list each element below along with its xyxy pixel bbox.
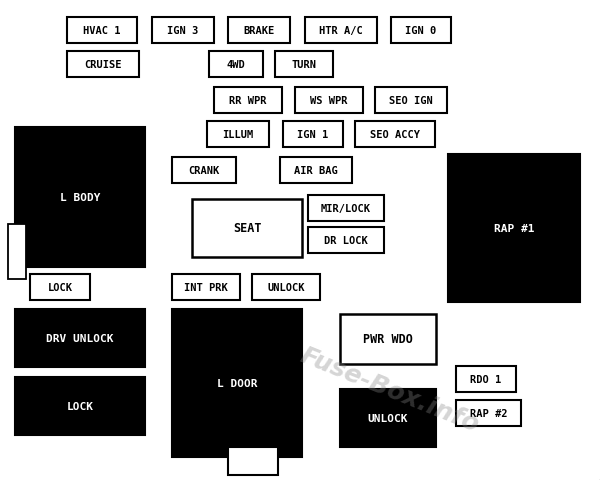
Bar xyxy=(152,18,214,44)
Text: LOCK: LOCK xyxy=(47,282,73,292)
Text: L BODY: L BODY xyxy=(60,192,100,203)
Bar xyxy=(456,366,516,392)
Text: TURN: TURN xyxy=(292,60,317,70)
Text: CRANK: CRANK xyxy=(188,166,220,176)
Text: CRUISE: CRUISE xyxy=(84,60,122,70)
Bar xyxy=(283,122,343,148)
Text: RDO 1: RDO 1 xyxy=(470,374,502,384)
Bar xyxy=(308,228,384,253)
Text: IGN 3: IGN 3 xyxy=(167,26,199,36)
Text: MIR/LOCK: MIR/LOCK xyxy=(321,204,371,214)
Text: SEO IGN: SEO IGN xyxy=(389,96,433,106)
Bar xyxy=(15,128,145,267)
Text: 4WD: 4WD xyxy=(227,60,245,70)
Bar xyxy=(340,389,436,447)
Bar xyxy=(295,88,363,114)
Bar xyxy=(280,157,352,184)
Text: DRV UNLOCK: DRV UNLOCK xyxy=(46,333,114,343)
Bar xyxy=(192,200,302,257)
Bar xyxy=(308,195,384,222)
Text: UNLOCK: UNLOCK xyxy=(267,282,305,292)
Text: INT PRK: INT PRK xyxy=(184,282,228,292)
Bar xyxy=(375,88,447,114)
Text: RR WPR: RR WPR xyxy=(229,96,267,106)
Bar xyxy=(214,88,282,114)
Bar xyxy=(448,155,580,302)
Bar xyxy=(391,18,451,44)
Bar xyxy=(67,18,137,44)
Text: L DOOR: L DOOR xyxy=(217,378,257,388)
Bar xyxy=(172,157,236,184)
Text: IGN 0: IGN 0 xyxy=(406,26,437,36)
Text: AIR BAG: AIR BAG xyxy=(294,166,338,176)
Bar xyxy=(67,52,139,78)
Text: DR LOCK: DR LOCK xyxy=(324,236,368,245)
Text: PWR WDO: PWR WDO xyxy=(363,333,413,346)
Text: RAP #1: RAP #1 xyxy=(494,224,534,233)
Bar xyxy=(355,122,435,148)
Bar xyxy=(172,275,240,300)
Bar xyxy=(305,18,377,44)
Bar xyxy=(172,309,302,457)
Bar xyxy=(207,122,269,148)
Bar xyxy=(30,275,90,300)
Text: IGN 1: IGN 1 xyxy=(298,130,329,140)
Bar xyxy=(228,18,290,44)
Text: HVAC 1: HVAC 1 xyxy=(83,26,121,36)
Bar xyxy=(456,400,521,426)
Text: SEO ACCY: SEO ACCY xyxy=(370,130,420,140)
Text: RAP #2: RAP #2 xyxy=(470,408,507,418)
Text: LOCK: LOCK xyxy=(67,401,94,411)
Text: Fuse-Box.info: Fuse-Box.info xyxy=(297,342,483,436)
Bar xyxy=(275,52,333,78)
Bar xyxy=(15,377,145,435)
Text: ILLUM: ILLUM xyxy=(223,130,254,140)
Text: SEAT: SEAT xyxy=(233,222,261,235)
Bar xyxy=(228,447,278,475)
Text: UNLOCK: UNLOCK xyxy=(368,413,408,423)
Text: WS WPR: WS WPR xyxy=(310,96,348,106)
Bar xyxy=(209,52,263,78)
Bar xyxy=(340,314,436,364)
Bar xyxy=(8,225,26,279)
Text: BRAKE: BRAKE xyxy=(244,26,275,36)
Bar xyxy=(252,275,320,300)
Bar xyxy=(15,309,145,367)
Text: HTR A/C: HTR A/C xyxy=(319,26,363,36)
